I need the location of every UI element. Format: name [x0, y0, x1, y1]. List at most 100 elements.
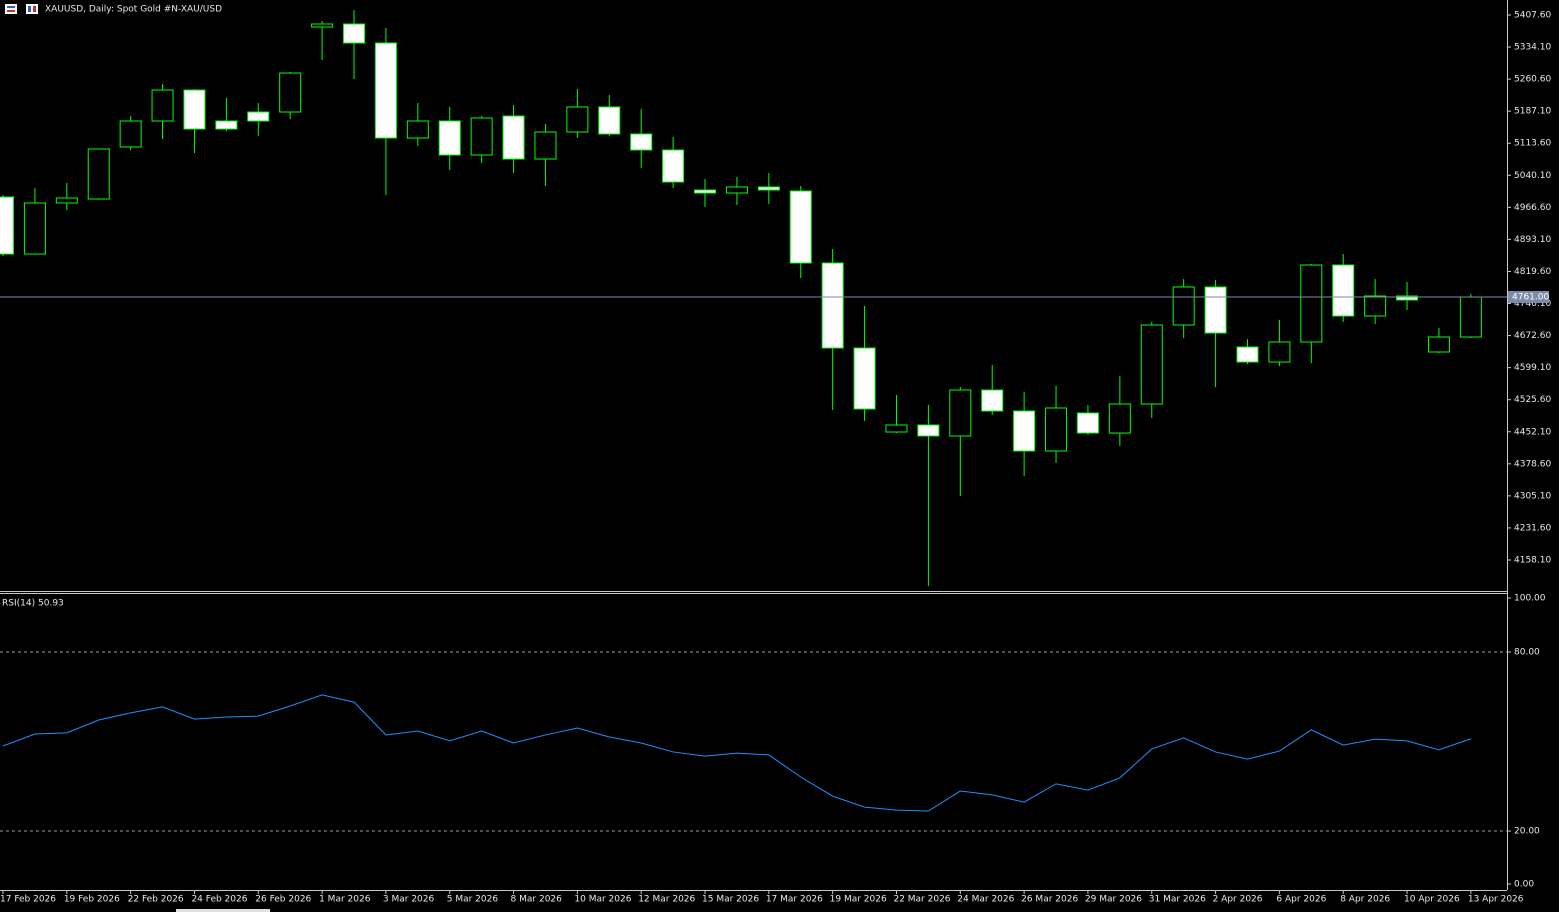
x-tick-label: 31 Mar 2026 [1149, 895, 1206, 905]
candle-body [1459, 296, 1482, 338]
x-tick-label: 26 Feb 2026 [255, 895, 311, 905]
candle-body [1140, 324, 1163, 405]
x-tick-label: 29 Mar 2026 [1085, 895, 1142, 905]
candle-body [917, 424, 940, 437]
y-tick-label: 4746.10 [1514, 299, 1551, 309]
candle-body [1427, 336, 1450, 353]
candle-body [1204, 286, 1227, 334]
y-tick-label: 5334.10 [1514, 43, 1551, 53]
icon [7, 6, 15, 8]
candle-body [55, 197, 78, 204]
candle-body [183, 89, 206, 130]
symbol-icons [5, 4, 38, 14]
candle-body [1396, 295, 1419, 301]
icon [33, 6, 36, 12]
candle-body [1364, 295, 1387, 317]
candle-body [311, 23, 334, 28]
y-tick-label: 100.00 [1514, 594, 1546, 604]
candle-body [0, 196, 14, 255]
x-tick-label: 8 Apr 2026 [1340, 895, 1390, 905]
y-tick-label: 0.00 [1514, 880, 1534, 890]
candle-body [1236, 346, 1259, 363]
candle-body [1332, 264, 1355, 317]
scrollbar [176, 909, 270, 912]
x-tick-label: 19 Feb 2026 [64, 895, 120, 905]
y-tick-label: 80.00 [1514, 647, 1540, 657]
candle-body [853, 347, 876, 410]
y-tick-label: 20.00 [1514, 827, 1540, 837]
candle-body [949, 389, 972, 437]
y-tick-label: 4378.60 [1514, 459, 1551, 469]
rsi-line [2, 694, 1472, 812]
x-tick-label: 2 Apr 2026 [1213, 895, 1263, 905]
x-tick-label: 6 Apr 2026 [1276, 895, 1326, 905]
icon [7, 10, 15, 12]
x-tick-label: 22 Mar 2026 [893, 895, 950, 905]
candle-body [374, 42, 397, 139]
candle-body [534, 131, 557, 160]
candle-body [789, 190, 812, 264]
x-tick-label: 5 Mar 2026 [447, 895, 499, 905]
y-tick-label: 5260.60 [1514, 75, 1551, 85]
candle-body [981, 389, 1004, 412]
x-tick-label: 10 Mar 2026 [574, 895, 631, 905]
x-tick-label: 26 Mar 2026 [1021, 895, 1078, 905]
candle-body [757, 186, 780, 191]
candle-body [1076, 412, 1099, 434]
x-tick-label: 12 Mar 2026 [638, 895, 695, 905]
y-tick-label: 4893.10 [1514, 235, 1551, 245]
y-tick-label: 4525.60 [1514, 395, 1551, 405]
candle-body [598, 106, 621, 135]
current-price-label: 4761.00 [1512, 293, 1549, 303]
candle-body [1268, 341, 1291, 363]
candle-body [566, 106, 589, 133]
candle-body [1172, 286, 1195, 326]
candle-body [343, 23, 366, 44]
candle-body [1300, 264, 1323, 343]
y-tick-label: 5187.10 [1514, 107, 1551, 117]
x-tick-label: 10 Apr 2026 [1404, 895, 1460, 905]
y-tick-label: 4452.10 [1514, 427, 1551, 437]
x-tick-label: 17 Mar 2026 [766, 895, 823, 905]
x-tick-label: 19 Mar 2026 [830, 895, 887, 905]
candle-body [247, 111, 270, 122]
icon [28, 6, 31, 12]
x-tick-label: 17 Feb 2026 [0, 895, 56, 905]
x-tick-label: 13 Apr 2026 [1468, 895, 1524, 905]
rsi-name: RSI(14) [2, 599, 35, 609]
x-tick-label: 22 Feb 2026 [128, 895, 184, 905]
candle-body [151, 89, 174, 122]
x-tick-label: 8 Mar 2026 [511, 895, 563, 905]
candle-body [470, 117, 493, 156]
x-tick-label: 24 Feb 2026 [191, 895, 247, 905]
candle-body [438, 120, 461, 156]
candle-body [502, 115, 525, 160]
y-tick-label: 4819.60 [1514, 267, 1551, 277]
x-tick-label: 1 Mar 2026 [319, 895, 371, 905]
candle-body [662, 149, 685, 183]
candle-body [1045, 407, 1068, 452]
y-tick-label: 5040.10 [1514, 171, 1551, 181]
current-price-tag [1508, 291, 1549, 304]
candle-body [23, 202, 46, 255]
candle-body [694, 189, 717, 194]
y-tick-label: 4599.10 [1514, 363, 1551, 373]
rsi-value: 50.93 [38, 599, 64, 609]
candle-body [215, 120, 238, 130]
y-tick-label: 4231.60 [1514, 523, 1551, 533]
y-tick-label: 4305.10 [1514, 491, 1551, 501]
x-tick-label: 15 Mar 2026 [702, 895, 759, 905]
candle-body [1108, 403, 1131, 434]
x-tick-label: 3 Mar 2026 [383, 895, 435, 905]
icon [26, 4, 38, 14]
y-tick-label: 5407.60 [1514, 11, 1551, 21]
chart-title: XAUUSD, Daily: Spot Gold #N-XAU/USD [45, 5, 222, 15]
icon [5, 4, 17, 14]
y-tick-label: 4966.60 [1514, 203, 1551, 213]
candle-body [725, 186, 748, 194]
y-tick-label: 5113.60 [1514, 139, 1551, 149]
candle-body [406, 120, 429, 139]
candle-body [821, 262, 844, 349]
